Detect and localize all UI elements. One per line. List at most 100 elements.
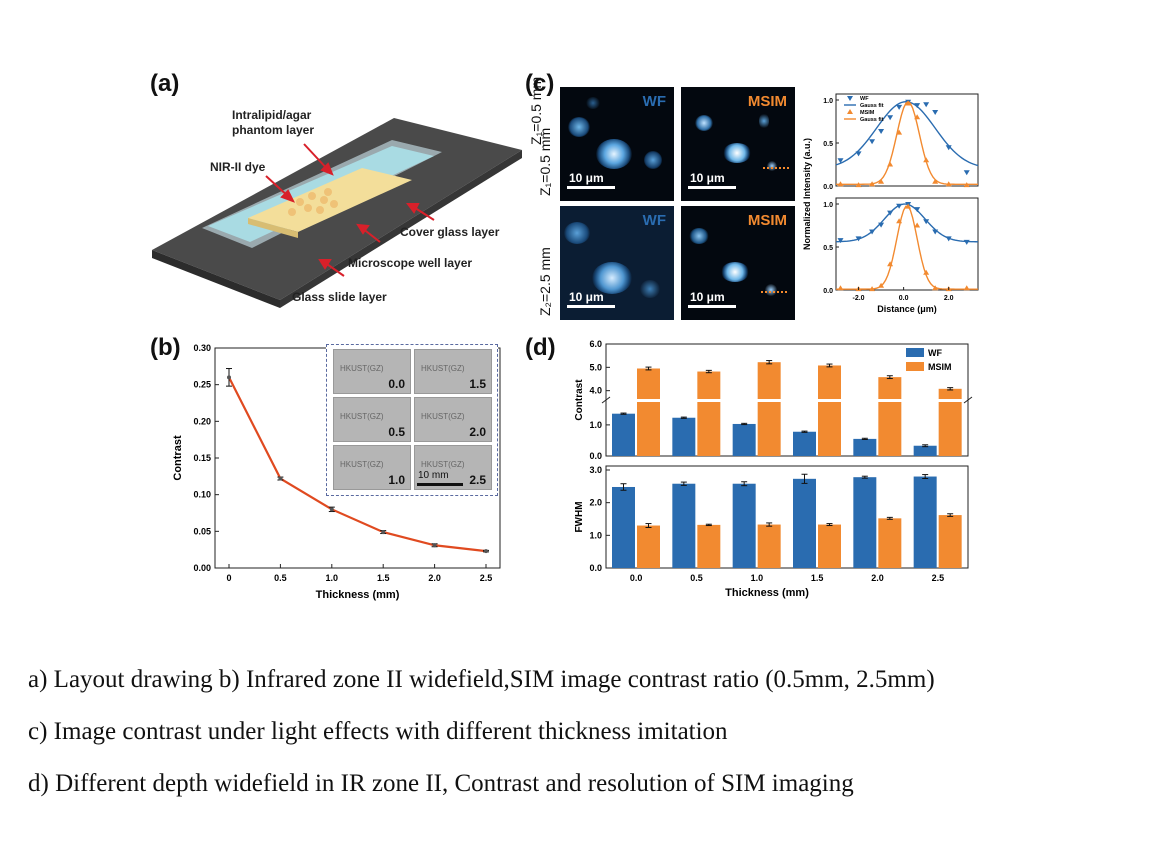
scalebar-label: 10 μm xyxy=(569,290,604,304)
x-tick-label: 2.5 xyxy=(480,573,493,583)
axis-break-mark xyxy=(601,396,611,404)
msim-point xyxy=(923,269,930,275)
profile-line xyxy=(763,167,789,169)
msim-gauss-fit xyxy=(836,205,978,290)
y-tick-label: 0.20 xyxy=(193,416,211,426)
data-point xyxy=(432,543,437,548)
y-tick-label: 1.0 xyxy=(589,530,602,540)
wf-bar xyxy=(913,445,937,456)
msim-point xyxy=(963,285,970,291)
wf-bar xyxy=(913,476,937,568)
msim-point xyxy=(914,114,921,120)
msim-point xyxy=(945,181,952,187)
msim-point xyxy=(923,157,930,163)
wf-point xyxy=(855,236,862,242)
x-tick-label: 2.5 xyxy=(932,573,945,583)
y-tick-label: 0.0 xyxy=(589,563,602,573)
contrast-line-chart: 0.00 0.05 0.10 0.15 0.20 0.25 0.30 0 0.5 1.0 1.5 2.… xyxy=(172,343,501,601)
glass-slide-edge xyxy=(152,250,280,308)
wf-point xyxy=(914,207,921,213)
msim-point xyxy=(905,203,912,209)
contrast-fwhm-bar-charts: 0.0 1.0 4.0 5.0 6.0 Contrast 0.0 1.0 2.0 3.0 FWHM 0… xyxy=(574,339,973,599)
scalebar xyxy=(688,186,736,189)
phantom-tile: HKUST(GZ) 1.5 xyxy=(414,349,492,394)
intensity-profile-charts: 0.0 0.5 1.0 0.0 0.5 1.0 -2.0 0.0 2.0 Distance (μm… xyxy=(802,93,979,314)
tile-value: 2.5 xyxy=(469,473,486,487)
label-phantom-layer: Intralipid/agar phantom layer xyxy=(232,108,315,137)
bar-plot-frame xyxy=(605,465,969,569)
wf-bar xyxy=(732,483,756,568)
msim-bar xyxy=(938,515,962,568)
tile-value: 0.0 xyxy=(388,377,405,391)
msim-point xyxy=(905,100,912,106)
legend-marker xyxy=(847,96,853,101)
phantom-layer-side xyxy=(248,218,298,238)
wf-bar xyxy=(732,423,756,456)
msim-point xyxy=(896,218,903,224)
msim-bar xyxy=(697,371,721,456)
contrast-line xyxy=(228,376,487,553)
phantom-tile: HKUST(GZ) 2.5 10 mm xyxy=(414,445,492,490)
legend-marker xyxy=(847,109,853,114)
x-tick-label: 2.0 xyxy=(944,295,954,302)
x-axis-label: Distance (μm) xyxy=(877,304,937,314)
msim-tag: MSIM xyxy=(747,212,787,229)
caption-line-1: a) Layout drawing b) Infrared zone II wi… xyxy=(28,666,935,693)
wf-bar xyxy=(853,477,877,568)
wf-point xyxy=(945,236,952,242)
y-tick-label: 0.0 xyxy=(823,184,833,191)
msim-bar xyxy=(938,388,962,456)
phantom-photo-inset: HKUST(GZ) 0.0 HKUST(GZ) 1.5 HKUST(GZ) 0.5 H… xyxy=(326,344,498,496)
pointer-arrows xyxy=(265,143,435,277)
y-tick-label: 6.0 xyxy=(589,339,602,349)
wf-point xyxy=(837,158,844,164)
wf-point xyxy=(887,115,894,121)
scalebar xyxy=(567,305,615,308)
y-tick-label: 3.0 xyxy=(589,465,602,475)
msim-point xyxy=(932,178,939,184)
y-tick-label: 1.0 xyxy=(823,202,833,209)
msim-gauss-fit xyxy=(836,100,978,185)
y-tick-label: 0.0 xyxy=(823,288,833,295)
tile-value: 0.5 xyxy=(388,425,405,439)
inset-scalebar xyxy=(417,483,463,486)
wf-point xyxy=(945,145,952,151)
data-point xyxy=(227,375,231,380)
wf-point xyxy=(878,128,885,134)
tile-value: 2.0 xyxy=(469,425,486,439)
wf-point xyxy=(914,103,921,109)
axis-break-gap xyxy=(607,399,967,402)
wf-bar xyxy=(612,486,635,568)
msim-bar xyxy=(878,518,902,568)
x-axis-label: Thickness (mm) xyxy=(725,587,809,599)
micrograph-msim-z1: MSIM 10 μm xyxy=(681,87,795,201)
msim-point xyxy=(914,222,921,228)
panel-label-a: (a) xyxy=(150,70,180,97)
label-microscope-well: Microscope well layer xyxy=(348,256,473,270)
wf-bar xyxy=(793,431,816,456)
y-tick-label: 4.0 xyxy=(589,386,602,396)
legend-swatch xyxy=(906,362,924,371)
msim-bar xyxy=(878,377,902,456)
y-tick-label: 0.0 xyxy=(589,451,602,461)
panel-label-c: (c) xyxy=(525,70,555,97)
x-tick-label: 0.0 xyxy=(899,295,909,302)
wf-gauss-fit xyxy=(835,203,979,243)
msim-point xyxy=(837,285,844,291)
y-tick-label: 0.00 xyxy=(193,563,211,573)
wf-tag: WF xyxy=(642,212,666,229)
y-axis-label: Contrast xyxy=(574,379,585,421)
msim-point xyxy=(932,285,939,291)
wf-point xyxy=(855,151,862,157)
y-tick-label: 0.25 xyxy=(193,380,211,390)
layer-schematic xyxy=(152,118,522,308)
wf-bar xyxy=(672,417,696,456)
wf-point xyxy=(837,238,844,244)
profile-line xyxy=(761,291,787,293)
msim-bar xyxy=(637,368,660,456)
nir-ii-dye-dots xyxy=(288,188,338,216)
x-tick-label: 2.0 xyxy=(871,573,884,583)
y-axis-label: Contrast xyxy=(172,435,184,481)
x-tick-label: 0.5 xyxy=(274,573,287,583)
wf-gauss-fit xyxy=(835,101,979,167)
